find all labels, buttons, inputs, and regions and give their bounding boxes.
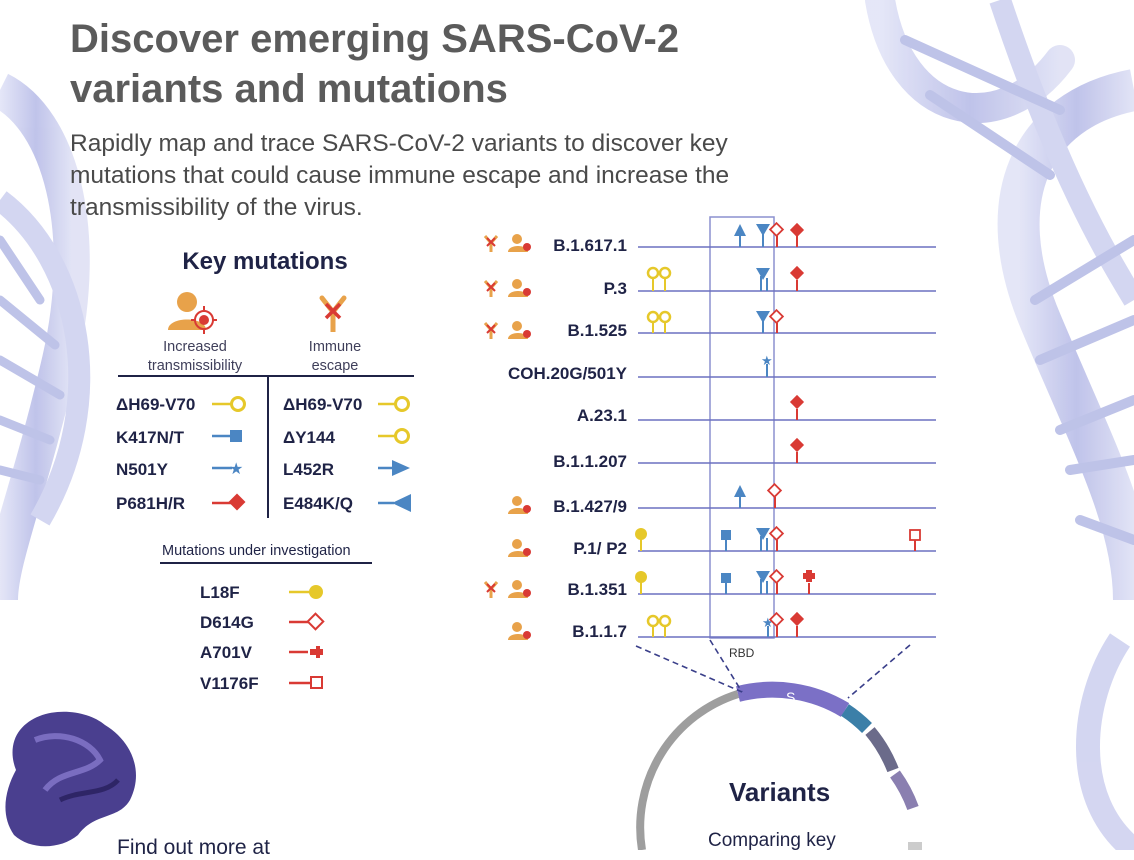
person-virus-icon xyxy=(168,292,217,334)
key-mutations-heading: Key mutations xyxy=(182,248,348,275)
mutation-label: N501Y xyxy=(116,460,168,479)
genome-ring-diagram xyxy=(635,639,922,850)
variants-subheading: Comparing key xyxy=(708,830,836,851)
mutation-label: L452R xyxy=(283,460,335,479)
mutation-label: D614G xyxy=(200,613,254,632)
increased-transmissibility-label: Increased transmissibility xyxy=(147,339,243,374)
variant-label: A.23.1 xyxy=(576,406,627,425)
antibody-icon xyxy=(319,295,347,332)
variant-label: B.1.1.207 xyxy=(553,452,627,471)
dna-helix-left xyxy=(0,73,91,601)
dna-helix-right xyxy=(865,0,1134,850)
genome-segment-label: S xyxy=(786,689,796,705)
variant-label: COH.20G/501Y xyxy=(507,364,627,383)
legend-divider-horizontal xyxy=(118,375,414,377)
protein-structure-image xyxy=(5,711,136,847)
mutation-label: P681H/R xyxy=(116,494,185,513)
intro-paragraph: Rapidly map and trace SARS-CoV-2 variant… xyxy=(70,130,730,221)
mutation-label: ΔY144 xyxy=(283,428,335,447)
mutation-label: ΔH69-V70 xyxy=(283,395,363,414)
footer-text: Find out more at xyxy=(117,836,270,859)
variant-label: B.1.525 xyxy=(567,321,627,340)
investigation-divider xyxy=(160,562,372,564)
title-line-1: Discover emerging SARS-CoV-2 xyxy=(70,17,680,61)
variant-label: B.1.1.7 xyxy=(572,622,627,641)
mutation-label: V1176F xyxy=(200,674,259,693)
under-investigation-heading: Mutations under investigation xyxy=(162,543,351,559)
page-title: Discover emerging SARS-CoV-2 variants an… xyxy=(70,14,770,114)
mutation-label: E484K/Q xyxy=(283,494,353,513)
mutation-label: K417N/T xyxy=(116,428,185,447)
mutation-label: ΔH69-V70 xyxy=(116,395,196,414)
mutation-label: A701V xyxy=(200,643,252,662)
variant-label: B.1.351 xyxy=(567,580,627,599)
immune-escape-label: Immune escape xyxy=(308,339,362,374)
variants-heading: Variants xyxy=(729,777,831,807)
variant-label: P.3 xyxy=(603,279,627,298)
rbd-label: RBD xyxy=(729,646,755,660)
variant-label: B.1.617.1 xyxy=(553,236,627,255)
mutation-label: L18F xyxy=(200,583,240,602)
legend-divider-vertical xyxy=(267,376,269,518)
variant-label: P.1/ P2 xyxy=(573,539,627,558)
title-line-2: variants and mutations xyxy=(70,67,508,111)
variant-label: B.1.427/9 xyxy=(553,497,627,516)
